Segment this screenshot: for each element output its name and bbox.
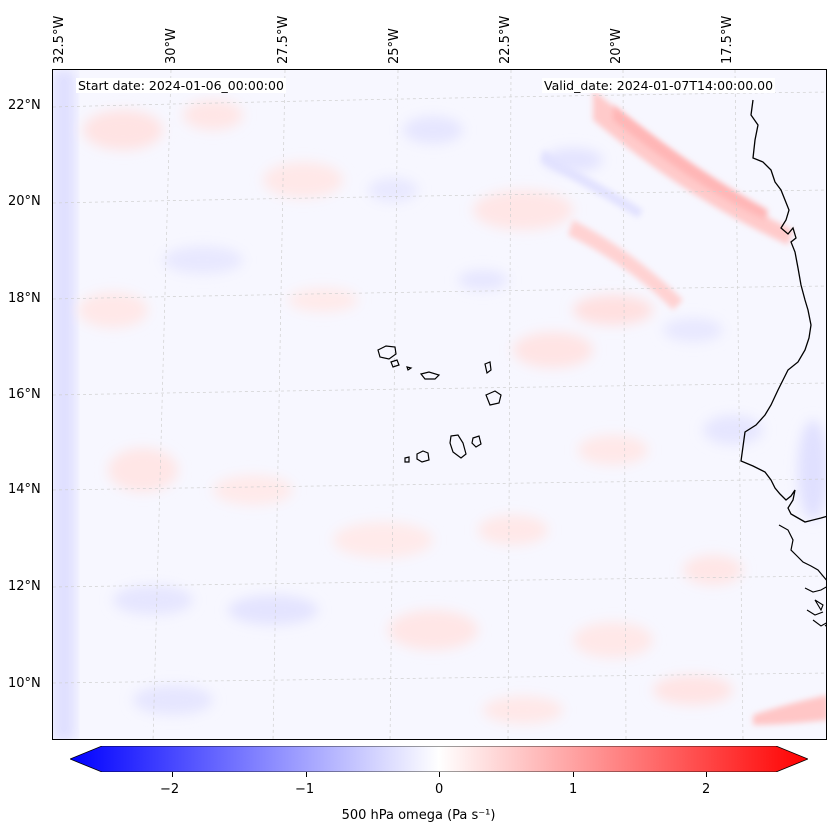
- lat-label-14n: 14°N: [8, 482, 41, 497]
- lon-label-32-5w: 32.5°W: [52, 15, 67, 64]
- southeast-ascent-streak: [753, 695, 826, 725]
- lon-label-17-5w: 17.5°W: [720, 15, 735, 64]
- island-santo-antao: [377, 345, 397, 360]
- bijagos-islands: [814, 599, 826, 627]
- island-santa-luzia: [406, 366, 413, 371]
- senegal-gambia-coast: [778, 524, 826, 581]
- island-sal: [484, 361, 492, 375]
- africa-coastline: [740, 99, 826, 523]
- omega-field-map: [53, 70, 826, 739]
- island-maio: [471, 435, 482, 448]
- lon-label-22-5w: 22.5°W: [498, 15, 513, 64]
- map-panel: [52, 69, 827, 740]
- colorbar-label: 500 hPa omega (Pa s⁻¹): [341, 808, 496, 823]
- graticule: [53, 70, 826, 739]
- island-santiago: [449, 434, 467, 459]
- colorbar: [70, 746, 808, 772]
- colorbar-tick-1: 1: [569, 782, 578, 797]
- lon-label-25w: 25°W: [387, 28, 402, 64]
- island-sao-vicente: [390, 359, 400, 368]
- lat-label-18n: 18°N: [8, 291, 41, 306]
- guinea-bissau-islands: [804, 586, 826, 627]
- west-edge-descent-band: [53, 70, 75, 739]
- colorbar-tick-neg2: −2: [160, 782, 180, 797]
- valid-date-label: Valid_date: 2024-01-07T14:00:00.00: [542, 78, 776, 93]
- cape-verde-islands: [377, 345, 502, 463]
- lat-label-20n: 20°N: [8, 194, 41, 209]
- island-sao-nicolau: [419, 371, 441, 380]
- colorbar-tick-neg1: −1: [295, 782, 315, 797]
- lon-label-30w: 30°W: [164, 28, 179, 64]
- lat-label-16n: 16°N: [8, 387, 41, 402]
- island-fogo: [416, 450, 430, 463]
- colorbar-tick-2: 2: [702, 782, 711, 797]
- colorbar-tick-0: 0: [435, 782, 444, 797]
- lon-label-27-5w: 27.5°W: [276, 15, 291, 64]
- start-date-label: Start date: 2024-01-06_00:00:00: [76, 78, 286, 93]
- omega-blobs: [78, 100, 826, 724]
- lat-label-12n: 12°N: [8, 579, 41, 594]
- lat-label-22n: 22°N: [8, 98, 41, 113]
- colorbar-gradient: [70, 746, 808, 772]
- island-brava: [404, 456, 410, 463]
- island-boa-vista: [485, 390, 502, 406]
- upper-right-ascent-band: [541, 90, 793, 310]
- lon-label-20w: 20°W: [609, 28, 624, 64]
- lat-label-10n: 10°N: [8, 676, 41, 691]
